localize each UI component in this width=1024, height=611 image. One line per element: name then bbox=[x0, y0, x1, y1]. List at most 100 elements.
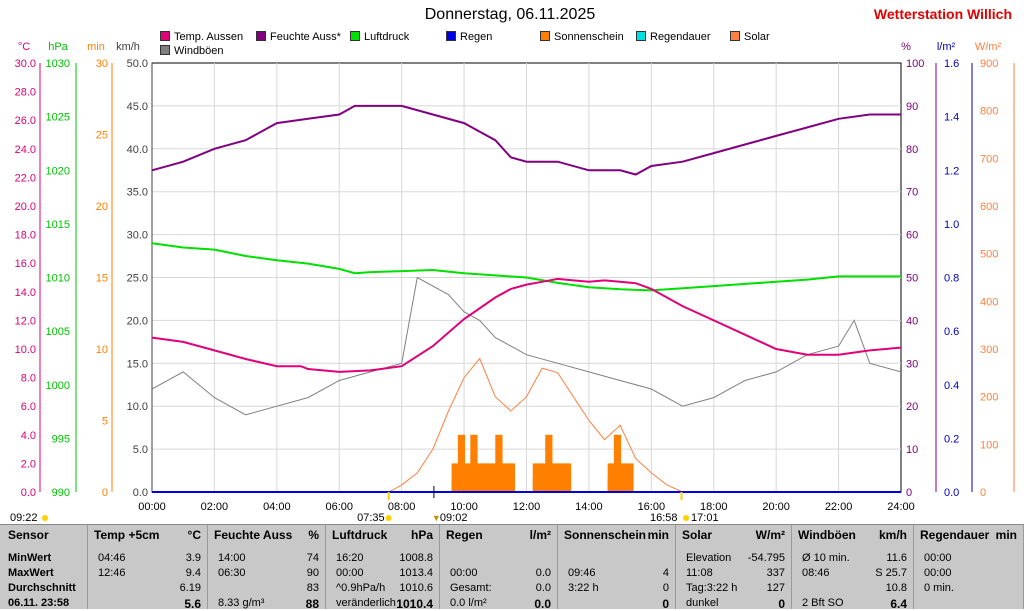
time-tick-label: 08:00 bbox=[388, 501, 416, 513]
legend-swatch bbox=[540, 31, 550, 41]
stats-header: Temp +5cm bbox=[94, 528, 160, 542]
stats-value: 6.4 bbox=[890, 597, 907, 611]
rain-tick-label: 1.6 bbox=[944, 58, 959, 70]
legend-item-temp: Temp. Aussen bbox=[160, 31, 243, 43]
stats-col-solar: Solar W/m² Elevation -54.795 11:08 337 Tag:3:2… bbox=[676, 525, 792, 611]
solar-tick-label: 400 bbox=[980, 296, 998, 308]
stats-value: 90 bbox=[306, 567, 319, 579]
temp-tick-label: 16.0 bbox=[15, 258, 36, 270]
row-label: MinWert bbox=[8, 552, 52, 564]
stats-cell: Tag:3:22 h bbox=[686, 582, 738, 594]
sunshine-bar bbox=[451, 477, 515, 492]
humidity-tick-label: 50 bbox=[906, 273, 918, 285]
stats-cell: 2 Bft SO bbox=[802, 597, 844, 609]
row-label: 06.11. 23:58 bbox=[8, 597, 70, 609]
stats-col-temp: Temp +5cm °C 04:46 3.9 12:46 9.4 6.19 5.6 bbox=[88, 525, 208, 611]
stats-col-pressure: Luftdruck hPa 16:20 1008.8 00:00 1013.4 ^0.9hP… bbox=[326, 525, 440, 611]
temp-tick-label: 6.0 bbox=[21, 401, 36, 413]
pressure-tick-label: 995 bbox=[52, 433, 70, 445]
pressure-tick-label: 1015 bbox=[46, 219, 70, 231]
axis-unit-label: km/h bbox=[116, 41, 140, 53]
wind-tick-label: 10.0 bbox=[127, 401, 148, 413]
humidity-tick-label: 70 bbox=[906, 187, 918, 199]
stats-table: Sensor MinWert MaxWert Durchschnitt 06.1… bbox=[0, 524, 1024, 611]
legend-swatch bbox=[446, 31, 456, 41]
stats-value: 88 bbox=[305, 597, 319, 611]
solar-tick-label: 300 bbox=[980, 344, 998, 356]
axis-unit-label: min bbox=[87, 41, 105, 53]
axis-unit-label: W/m² bbox=[975, 41, 1002, 53]
time-tick-label: 24:00 bbox=[887, 501, 915, 513]
stats-col-raindur: Regendauer min 00:00 00:00 0 min. bbox=[914, 525, 1024, 609]
time-tick-label: 10:00 bbox=[450, 501, 478, 513]
time-tick-label: 14:00 bbox=[575, 501, 603, 513]
legend-swatch bbox=[636, 31, 646, 41]
stats-value: 1008.8 bbox=[399, 552, 433, 564]
solar-tick-label: 800 bbox=[980, 106, 998, 118]
temp-tick-label: 0.0 bbox=[21, 487, 36, 499]
stats-cell: 14:00 bbox=[218, 552, 246, 564]
sunshine-bar bbox=[457, 434, 466, 492]
stats-unit: hPa bbox=[410, 528, 433, 542]
sun-tick-label: 20 bbox=[96, 201, 108, 213]
solar-tick-label: 0 bbox=[980, 487, 986, 499]
rain-tick-label: 1.0 bbox=[944, 219, 959, 231]
stats-cell: 12:46 bbox=[98, 567, 126, 579]
stats-value: 74 bbox=[306, 552, 319, 564]
temp-tick-label: 14.0 bbox=[15, 287, 36, 299]
humidity-tick-label: 80 bbox=[906, 144, 918, 156]
stats-cell: 0.0 l/m² bbox=[450, 597, 487, 609]
sun-tick-label: 5 bbox=[102, 416, 108, 428]
stats-value: 0 bbox=[662, 582, 669, 594]
stats-cell: ^0.9hPa/h bbox=[336, 582, 386, 594]
solar-tick-label: 200 bbox=[980, 392, 998, 404]
stats-unit: °C bbox=[187, 528, 201, 542]
noon-label: 09:02 bbox=[440, 512, 468, 524]
stats-unit: km/h bbox=[878, 528, 907, 542]
stats-value: 0 bbox=[778, 597, 785, 611]
temp-tick-label: 10.0 bbox=[15, 344, 36, 356]
legend-item-wind: Windböen bbox=[160, 45, 224, 57]
temperature-line bbox=[151, 277, 902, 373]
rain-tick-label: 0.2 bbox=[944, 433, 959, 445]
stats-unit: l/m² bbox=[529, 528, 551, 542]
stats-value: 0 bbox=[662, 597, 669, 611]
legend-swatch bbox=[730, 31, 740, 41]
pressure-tick-label: 1020 bbox=[46, 165, 70, 177]
solar-line bbox=[388, 357, 683, 493]
wind-tick-label: 15.0 bbox=[127, 358, 148, 370]
legend-swatch bbox=[350, 31, 360, 41]
pressure-tick-label: 1000 bbox=[46, 380, 70, 392]
legend-item-sunshine: Sonnenschein bbox=[540, 31, 624, 43]
legend-item-rain: Regen bbox=[446, 31, 492, 43]
stats-unit: W/m² bbox=[755, 528, 785, 542]
time-tick-label: 06:00 bbox=[325, 501, 353, 513]
sun-tick-label: 0 bbox=[102, 487, 108, 499]
temp-tick-label: 22.0 bbox=[15, 172, 36, 184]
stats-value: 0.0 bbox=[535, 582, 551, 594]
moonset-label: 17:01 bbox=[691, 512, 719, 524]
rain-tick-label: 0.0 bbox=[944, 487, 959, 499]
time-tick-label: 00:00 bbox=[138, 501, 166, 513]
stats-header: Solar bbox=[682, 528, 713, 542]
stats-unit: % bbox=[308, 528, 319, 542]
humidity-tick-label: 40 bbox=[906, 315, 918, 327]
pressure-tick-label: 1005 bbox=[46, 326, 70, 338]
moonrise-icon bbox=[42, 515, 48, 521]
stats-col-sun: Sonnenschein min 09:46 4 3:22 h 0 0 bbox=[558, 525, 676, 611]
rain-tick-label: 1.4 bbox=[944, 112, 959, 124]
weather-chart: °C hPa min km/h% l/m² W/m² 30.0 28.0 26.0 24.0 22.… bbox=[10, 41, 1015, 524]
temp-tick-label: 26.0 bbox=[15, 115, 36, 127]
axis-unit-label: hPa bbox=[48, 41, 68, 53]
stats-header: Regen bbox=[446, 528, 483, 542]
stats-unit: min bbox=[995, 528, 1017, 542]
wind-tick-label: 25.0 bbox=[127, 273, 148, 285]
legend-swatch bbox=[256, 31, 266, 41]
wind-tick-label: 35.0 bbox=[127, 187, 148, 199]
humidity-tick-label: 30 bbox=[906, 358, 918, 370]
temp-tick-label: 18.0 bbox=[15, 230, 36, 242]
stats-col-sensor: Sensor MinWert MaxWert Durchschnitt 06.1… bbox=[0, 525, 88, 609]
solar-tick-label: 500 bbox=[980, 249, 998, 261]
stats-header: Regendauer bbox=[920, 528, 990, 542]
stats-cell: 06:30 bbox=[218, 567, 246, 579]
